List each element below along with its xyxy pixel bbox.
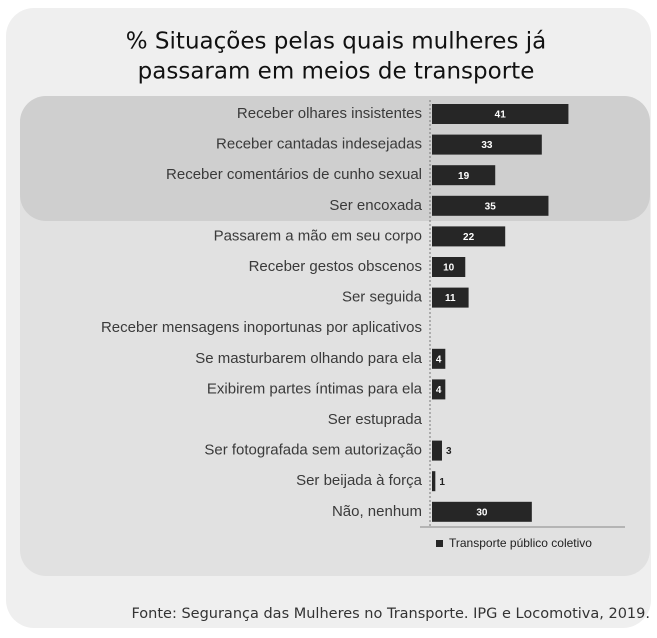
category-label: Exibirem partes íntimas para ela xyxy=(207,380,423,397)
value-label: 30 xyxy=(476,507,488,518)
legend-swatch xyxy=(436,540,443,547)
value-label: 33 xyxy=(481,140,493,151)
value-label: 35 xyxy=(485,201,497,212)
bar xyxy=(432,501,532,522)
bar xyxy=(432,104,569,124)
bar xyxy=(432,226,506,247)
value-label: 19 xyxy=(458,171,470,182)
bar xyxy=(432,165,496,186)
category-label: Passarem a mão em seu corpo xyxy=(214,227,422,244)
bar xyxy=(432,257,466,277)
bar xyxy=(432,379,446,400)
value-label: 41 xyxy=(495,110,507,121)
value-label: 10 xyxy=(443,263,455,274)
value-label: 3 xyxy=(446,446,452,457)
bar xyxy=(432,348,446,369)
category-label: Não, nenhum xyxy=(332,503,422,520)
bar xyxy=(432,195,549,216)
bar xyxy=(432,287,469,308)
bar xyxy=(432,471,436,492)
chart-title: % Situações pelas quais mulheres já xyxy=(126,29,546,55)
bar xyxy=(432,134,542,155)
category-label: Receber gestos obscenos xyxy=(249,258,422,275)
category-label: Receber olhares insistentes xyxy=(237,105,422,122)
highlight xyxy=(20,96,650,221)
legend-label: Transporte público coletivo xyxy=(449,536,592,550)
value-label: 22 xyxy=(463,232,475,243)
category-label: Se masturbarem olhando para ela xyxy=(195,350,422,367)
value-label: 4 xyxy=(436,385,442,396)
category-label: Receber mensagens inoportunas por aplica… xyxy=(101,319,422,336)
chart-title: passaram em meios de transporte xyxy=(138,59,535,85)
category-label: Ser fotografada sem autorização xyxy=(204,442,422,459)
category-label: Receber comentários de cunho sexual xyxy=(166,166,422,183)
category-label: Ser beijada à força xyxy=(296,472,423,489)
category-label: Ser estuprada xyxy=(328,411,423,428)
value-label: 11 xyxy=(445,293,456,304)
category-label: Ser seguida xyxy=(342,289,423,306)
category-label: Receber cantadas indesejadas xyxy=(216,136,422,153)
bar xyxy=(432,440,442,461)
source: Fonte: Segurança das Mulheres no Transpo… xyxy=(131,606,650,622)
value-label: 4 xyxy=(436,354,442,365)
value-label: 1 xyxy=(439,477,445,488)
category-label: Ser encoxada xyxy=(329,197,422,214)
